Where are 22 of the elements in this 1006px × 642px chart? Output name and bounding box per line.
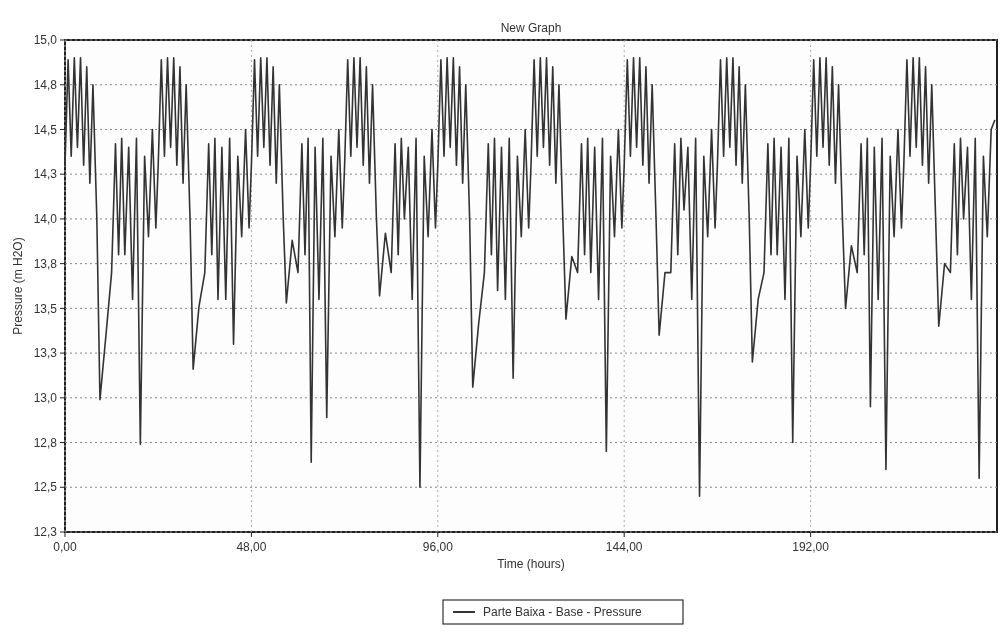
y-tick-label: 13,8 bbox=[33, 256, 58, 271]
y-tick-label: 13,3 bbox=[33, 346, 58, 361]
x-tick-label: 144,00 bbox=[605, 540, 643, 554]
line-series bbox=[64, 57, 996, 498]
y-tick-label: 12,5 bbox=[33, 480, 58, 495]
y-tick-label: 13,0 bbox=[33, 391, 58, 406]
x-tick-label: 48,00 bbox=[236, 540, 267, 554]
chart-title: New Graph bbox=[500, 21, 562, 35]
y-axis-title: Pressure (m H2O) bbox=[11, 237, 25, 335]
y-tick-label: 12,3 bbox=[33, 525, 58, 540]
x-axis-title: Time (hours) bbox=[497, 557, 565, 571]
y-tick-label: 14,5 bbox=[33, 122, 58, 137]
y-tick-label: 12,8 bbox=[33, 435, 58, 450]
y-tick-label: 15,0 bbox=[33, 33, 58, 48]
y-tick-label: 13,5 bbox=[33, 301, 58, 316]
x-tick-label: 0,00 bbox=[53, 540, 77, 554]
x-tick-label: 96,00 bbox=[422, 540, 454, 554]
y-tick-label: 14,8 bbox=[33, 77, 58, 92]
legend-label: Parte Baixa - Base - Pressure bbox=[483, 605, 643, 620]
x-tick-label: 192,00 bbox=[792, 540, 830, 554]
y-tick-label: 14,3 bbox=[33, 167, 58, 182]
y-tick-label: 14,0 bbox=[33, 212, 58, 227]
